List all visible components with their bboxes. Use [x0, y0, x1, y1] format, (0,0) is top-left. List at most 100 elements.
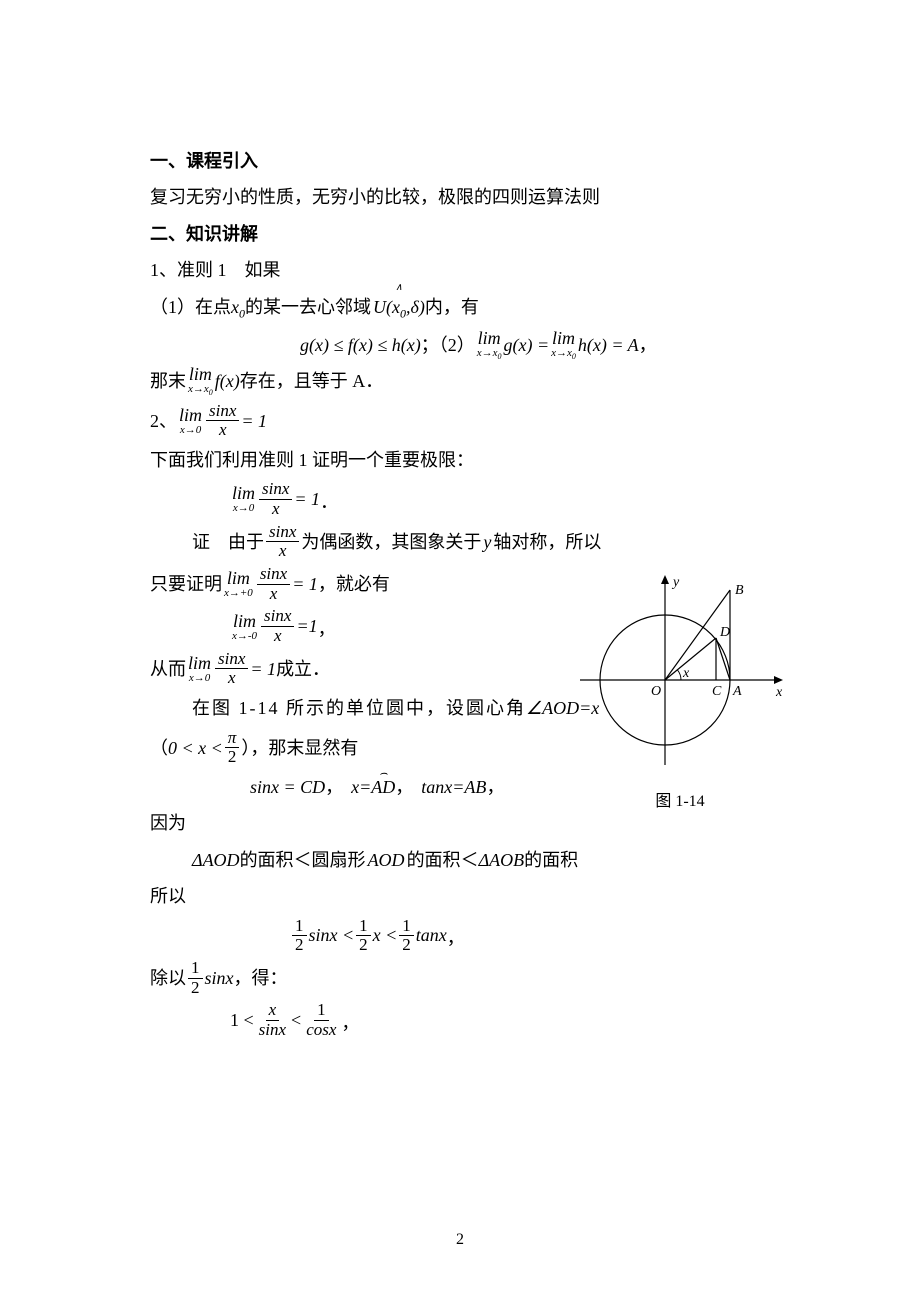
x0: x0 [231, 291, 245, 325]
one: 1 < [230, 1004, 254, 1036]
lt: < [291, 1004, 301, 1036]
den: x [269, 500, 283, 519]
half1: 1 2 [292, 917, 307, 955]
inequality: g(x) ≤ f(x) ≤ h(x) [300, 329, 421, 361]
delta: δ [411, 297, 419, 317]
page-number: 2 [456, 1226, 464, 1255]
lim-top: lim [552, 329, 575, 347]
frac: sinx x [206, 402, 239, 440]
item1-part1: （1）在点 x0 的某一去心邻域 U(x0,δ) 内，有 [150, 291, 770, 325]
num: x [266, 1001, 280, 1021]
sinx: sinx < [309, 919, 355, 951]
proof-line2: 只要证明 lim x→+0 sinx x = 1 ，就必有 [150, 565, 610, 603]
svg-text:B: B [735, 583, 744, 598]
s: 0 [209, 388, 213, 397]
frac2: 1 cosx [303, 1001, 339, 1039]
lim-g: lim x→x0 [477, 329, 502, 361]
s: x→-0 [232, 631, 257, 642]
y: y [483, 526, 491, 558]
t: lim [188, 654, 211, 672]
tri-AOD: ΔAOD [192, 844, 240, 876]
section1-heading: 一、课程引入 [150, 145, 770, 177]
prefix: 2、 [150, 405, 177, 437]
text: 为偶函数，其图象关于 [301, 526, 481, 558]
num: 1 [314, 1001, 329, 1021]
hx: h(x) = A [578, 329, 639, 361]
text: 除以 [150, 962, 186, 994]
den: 2 [188, 979, 203, 998]
item1-conclusion: 那末 lim x→x0 f(x) 存在，且等于 A． [150, 365, 770, 397]
x: x [392, 297, 400, 317]
lim: lim x→0 [179, 406, 202, 436]
semi-part2: ；（2） [421, 329, 475, 361]
U: U [373, 297, 386, 317]
eq: = 1 [292, 568, 318, 600]
text: 那末 [150, 365, 186, 397]
final-ineq: 1 < x sinx < 1 cosx ， [150, 1001, 770, 1039]
text: ，得： [234, 962, 288, 994]
item2-label: 2、 lim x→0 sinx x = 1 [150, 402, 770, 440]
half2: 1 2 [356, 917, 371, 955]
lim: lim x→+0 [224, 569, 253, 599]
figure-1-14: yxOABCDx 图 1-14 [570, 570, 790, 817]
lim: lim x→0 [232, 484, 255, 514]
den: 2 [356, 936, 371, 955]
den: 2 [292, 936, 307, 955]
text: ，就必有 [318, 568, 390, 600]
item1-inequality-row: g(x) ≤ f(x) ≤ h(x) ；（2） lim x→x0 g(x) = … [150, 329, 770, 361]
divide-by: 除以 1 2 sinx ，得： [150, 959, 770, 997]
sector: AOD [368, 844, 405, 876]
section1-p1: 复习无穷小的性质，无穷小的比较，极限的四则运算法则 [150, 181, 770, 213]
section2-heading: 二、知识讲解 [150, 218, 770, 250]
frac: sinx x [259, 480, 292, 518]
gx: g(x) = [503, 329, 549, 361]
lim-sub: x→x0 [188, 384, 213, 397]
text: 在图 1-14 所示的单位圆中，设圆心角 [192, 692, 526, 724]
eq: = 1 [241, 405, 267, 437]
frac: sinx x [257, 565, 290, 603]
lim-top: lim [478, 329, 501, 347]
den: x [271, 627, 285, 646]
lim-f: lim x→x0 [188, 365, 213, 397]
U-neighborhood: U(x0,δ) [373, 291, 425, 325]
num: sinx [257, 565, 290, 585]
so: 所以 [150, 880, 770, 912]
svg-text:x: x [775, 685, 783, 700]
text: 轴对称，所以 [493, 526, 601, 558]
lim: lim x→0 [188, 654, 211, 684]
svg-text:x: x [682, 666, 690, 681]
paren: ) [419, 297, 425, 317]
t: x→x [477, 347, 498, 359]
frac: sinx x [261, 607, 294, 645]
tri-AOB: ΔAOB [479, 844, 525, 876]
ineq2: 1 2 sinx < 1 2 x < 1 2 tanx ， [150, 917, 770, 955]
c2: ， [395, 771, 413, 803]
num: sinx [215, 650, 248, 670]
c1: ， [325, 771, 343, 803]
a3: 的面积 [524, 844, 578, 876]
t: x→x [551, 347, 572, 359]
den: 2 [399, 936, 414, 955]
end: ， [318, 613, 336, 645]
den: x [267, 585, 281, 604]
item1-label: 1、准则 1 如果 [150, 254, 770, 286]
tanx: tanx [416, 919, 447, 951]
num: 1 [292, 917, 307, 937]
svg-text:C: C [712, 684, 722, 699]
fx: f(x) [215, 365, 240, 397]
num: sinx [259, 480, 292, 500]
figure-ref-p1: 在图 1-14 所示的单位圆中，设圆心角 ∠AOD=x [150, 692, 610, 724]
figure-caption: 图 1-14 [570, 788, 790, 817]
t: lim [179, 406, 202, 424]
eq: = 1 [250, 653, 276, 685]
t: lim [232, 484, 255, 502]
den: 2 [225, 748, 240, 767]
proof-label: 证 由于 [192, 526, 264, 558]
lim-sub: x→x0 [551, 348, 576, 361]
half3: 1 2 [399, 917, 414, 955]
t: lim [233, 612, 256, 630]
num: sinx [266, 523, 299, 543]
den: cosx [303, 1021, 339, 1040]
s: x→+0 [224, 588, 253, 599]
lim: lim x→-0 [232, 612, 257, 642]
